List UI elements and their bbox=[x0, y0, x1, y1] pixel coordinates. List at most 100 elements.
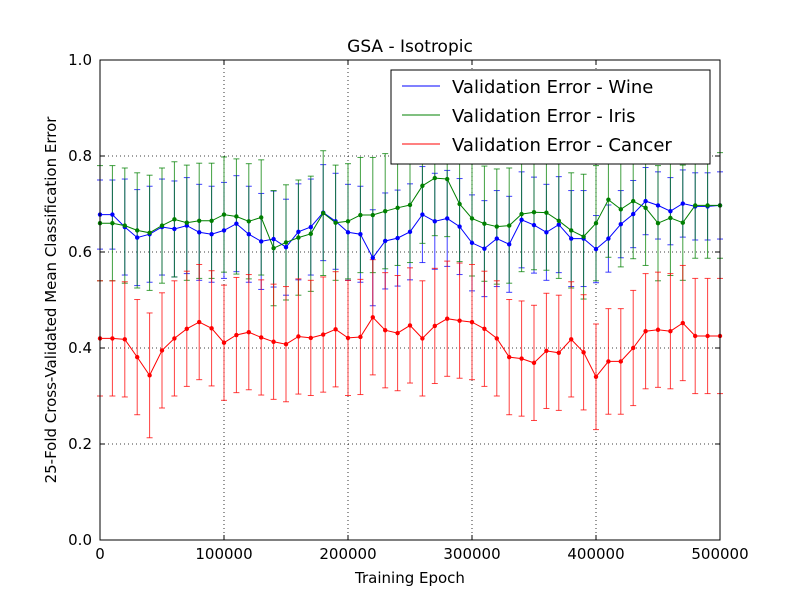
point-iris bbox=[407, 202, 413, 208]
point-cancer bbox=[333, 327, 338, 332]
point-iris bbox=[259, 215, 264, 220]
point-iris bbox=[246, 219, 251, 224]
y-tick-labels: 0.0 0.2 0.4 0.6 0.8 1.0 bbox=[68, 51, 92, 549]
point-iris bbox=[234, 214, 239, 219]
point-wine bbox=[296, 229, 301, 235]
point-cancer bbox=[395, 330, 400, 336]
point-iris bbox=[643, 205, 648, 211]
point-iris bbox=[122, 223, 128, 228]
point-iris bbox=[110, 221, 115, 226]
x-tick-label: 500000 bbox=[691, 545, 748, 563]
x-tick-label: 100000 bbox=[195, 545, 252, 563]
point-cancer bbox=[507, 354, 512, 360]
legend-item-cancer: Validation Error - Cancer bbox=[402, 135, 672, 156]
point-cancer bbox=[680, 320, 685, 326]
point-cancer bbox=[246, 329, 251, 335]
point-cancer bbox=[469, 319, 475, 325]
point-wine bbox=[445, 216, 450, 221]
point-cancer bbox=[135, 354, 140, 360]
legend-item-wine: Validation Error - Wine bbox=[402, 77, 653, 98]
point-wine bbox=[606, 236, 611, 241]
point-cancer bbox=[271, 339, 276, 344]
x-tick-label: 200000 bbox=[319, 545, 376, 563]
point-iris bbox=[197, 218, 202, 223]
point-iris bbox=[569, 228, 574, 233]
legend-label-cancer: Validation Error - Cancer bbox=[452, 135, 672, 156]
point-cancer bbox=[296, 334, 301, 339]
point-iris bbox=[135, 228, 140, 233]
axis-ticks bbox=[99, 59, 721, 541]
point-wine bbox=[494, 236, 499, 241]
point-cancer bbox=[494, 336, 499, 341]
error-bars bbox=[97, 119, 723, 439]
point-iris bbox=[631, 198, 636, 204]
point-cancer bbox=[259, 335, 264, 340]
point-wine bbox=[420, 212, 425, 217]
plot-area-frame bbox=[99, 59, 721, 541]
point-cancer bbox=[234, 332, 239, 338]
point-iris bbox=[482, 221, 487, 226]
point-wine bbox=[271, 236, 276, 242]
point-wine bbox=[457, 224, 462, 229]
point-wine bbox=[358, 232, 363, 237]
point-wine bbox=[221, 228, 227, 233]
point-cancer bbox=[556, 350, 561, 355]
point-cancer bbox=[345, 335, 351, 341]
point-wine bbox=[531, 222, 537, 228]
point-wine bbox=[110, 212, 115, 217]
point-iris bbox=[606, 197, 611, 202]
point-iris bbox=[469, 216, 475, 221]
point-iris bbox=[420, 183, 425, 188]
point-cancer bbox=[618, 359, 623, 364]
point-wine bbox=[246, 232, 251, 237]
chart-title: GSA - Isotropic bbox=[347, 37, 473, 57]
point-wine bbox=[556, 222, 561, 227]
point-iris bbox=[705, 203, 710, 208]
legend-box bbox=[390, 69, 711, 165]
point-wine bbox=[631, 211, 636, 217]
y-tick-label: 0.4 bbox=[68, 339, 92, 357]
point-cancer bbox=[147, 373, 152, 378]
point-iris bbox=[172, 217, 177, 222]
x-tick-labels: 0 100000 200000 300000 400000 500000 bbox=[95, 545, 748, 563]
point-iris bbox=[655, 221, 661, 226]
point-iris bbox=[221, 212, 227, 217]
point-iris bbox=[184, 220, 189, 225]
point-iris bbox=[457, 201, 462, 207]
point-cancer bbox=[655, 327, 661, 332]
point-wine bbox=[259, 239, 264, 244]
point-iris bbox=[333, 220, 338, 225]
point-iris bbox=[358, 212, 363, 218]
point-cancer bbox=[581, 350, 586, 355]
point-cancer bbox=[482, 326, 487, 331]
point-wine bbox=[655, 203, 661, 208]
point-wine bbox=[569, 236, 574, 241]
point-iris bbox=[147, 230, 152, 235]
x-axis-label: Training Epoch bbox=[354, 569, 465, 587]
legend-item-iris: Validation Error - Iris bbox=[402, 106, 636, 127]
point-cancer bbox=[321, 332, 326, 337]
point-wine bbox=[345, 230, 351, 235]
point-cancer bbox=[172, 336, 177, 341]
point-cancer bbox=[407, 323, 413, 328]
point-iris bbox=[321, 210, 326, 216]
point-iris bbox=[544, 210, 549, 215]
point-iris bbox=[432, 175, 437, 181]
point-cancer bbox=[606, 359, 611, 364]
y-tick-label: 0.2 bbox=[68, 435, 92, 453]
point-cancer bbox=[445, 316, 450, 321]
point-cancer bbox=[370, 315, 375, 320]
x-tick-label: 400000 bbox=[567, 545, 624, 563]
point-iris bbox=[445, 176, 450, 182]
y-tick-label: 1.0 bbox=[68, 51, 92, 69]
point-iris bbox=[519, 211, 524, 217]
point-cancer bbox=[197, 319, 202, 325]
point-wine bbox=[395, 235, 400, 241]
point-iris bbox=[209, 218, 214, 223]
point-wine bbox=[308, 224, 313, 230]
y-tick-label: 0.6 bbox=[68, 243, 92, 261]
point-cancer bbox=[631, 345, 636, 351]
point-iris bbox=[494, 224, 499, 229]
point-iris bbox=[159, 223, 165, 228]
point-cancer bbox=[457, 318, 462, 323]
